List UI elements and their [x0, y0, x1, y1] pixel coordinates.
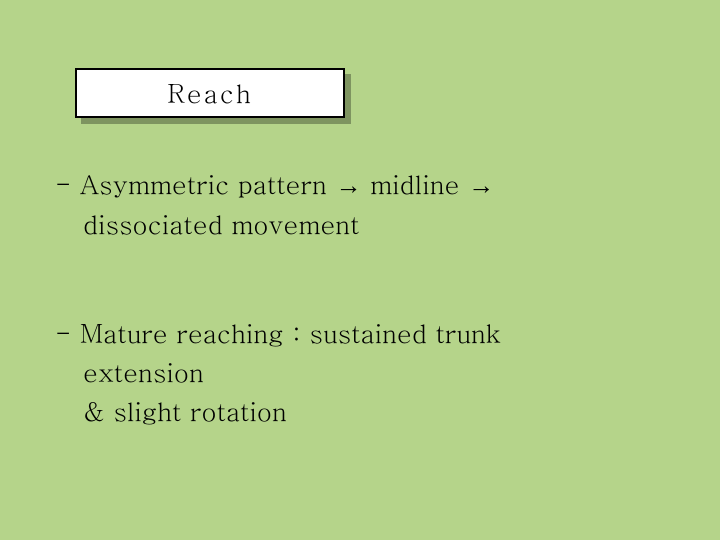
bullet-2-line-3: & slight rotation: [83, 392, 665, 431]
bullet-1-line-2: dissociated movement: [83, 205, 665, 244]
bullet-1-line-1: - Asymmetric pattern → midline →: [55, 165, 665, 205]
title-text: Reach: [167, 75, 253, 111]
bullet-2-line-2: extension: [83, 353, 665, 392]
bullet-2: - Mature reaching : sustained trunk exte…: [55, 314, 665, 431]
slide-content: - Asymmetric pattern → midline → dissoci…: [55, 165, 665, 431]
bullet-2-line-1: - Mature reaching : sustained trunk: [55, 314, 665, 353]
bullet-1: - Asymmetric pattern → midline → dissoci…: [55, 165, 665, 244]
title-box: Reach: [75, 68, 345, 118]
